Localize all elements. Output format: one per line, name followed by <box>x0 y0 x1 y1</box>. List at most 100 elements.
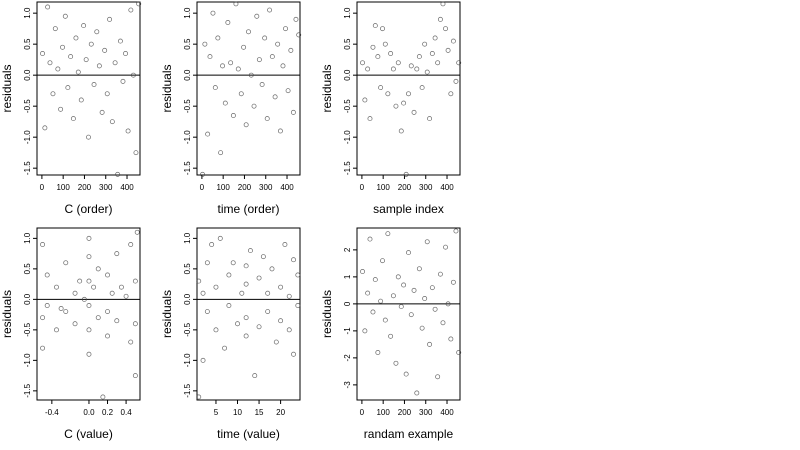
point <box>264 116 270 122</box>
point <box>362 97 368 103</box>
point <box>52 26 58 32</box>
y-tick-label: 0.0 <box>23 69 32 81</box>
y-tick-label: -1.0 <box>183 130 192 144</box>
point <box>295 303 301 308</box>
point <box>212 85 218 91</box>
y-tick-label: 1.0 <box>183 7 192 19</box>
point <box>200 290 206 296</box>
y-tick-label: -0.5 <box>23 99 32 113</box>
y-tick-label: 1.0 <box>23 7 32 19</box>
point <box>265 309 271 315</box>
point <box>102 47 108 53</box>
point <box>267 7 273 13</box>
point <box>222 100 228 106</box>
point <box>375 54 381 60</box>
y-axis-label: residuals <box>0 290 14 338</box>
point <box>437 16 443 22</box>
point <box>432 35 438 41</box>
point <box>105 333 110 339</box>
point <box>448 91 454 97</box>
point <box>217 235 223 241</box>
y-tick-label: -1.5 <box>183 383 192 397</box>
point <box>100 394 106 400</box>
y-tick-label: -2 <box>343 354 352 362</box>
point <box>269 266 275 272</box>
point <box>40 51 45 56</box>
point <box>205 131 211 137</box>
point <box>395 274 401 280</box>
point <box>395 60 401 66</box>
point <box>133 150 139 156</box>
point <box>230 113 236 118</box>
y-tick-label: 1.0 <box>343 7 352 19</box>
point <box>239 290 245 296</box>
y-tick-label: 0.5 <box>23 263 32 275</box>
x-axis-label: time (order) <box>217 202 279 216</box>
point <box>202 41 208 47</box>
point <box>120 78 126 84</box>
point <box>278 284 284 290</box>
point <box>105 272 110 278</box>
point <box>75 69 81 75</box>
point <box>95 266 101 272</box>
y-tick-label: 0.5 <box>23 38 32 50</box>
point <box>132 373 138 379</box>
plot-frame <box>196 1 301 176</box>
point <box>215 35 221 41</box>
point <box>243 263 249 269</box>
point <box>58 306 64 311</box>
point <box>91 82 97 87</box>
point <box>273 339 279 345</box>
point <box>390 293 396 299</box>
point <box>278 318 284 324</box>
x-axis-label: sample index <box>373 202 444 216</box>
panel: 5 10 15 20 1.0 0.5 0.0 -0.5 -1.0 -1.5 time (value)… <box>160 227 301 441</box>
point <box>398 304 404 310</box>
point <box>414 66 420 72</box>
point <box>290 109 296 115</box>
x-tick-label: 0 <box>200 183 205 192</box>
point <box>456 60 462 66</box>
point <box>94 29 100 35</box>
y-tick-label: -3 <box>343 381 352 389</box>
point <box>370 44 376 50</box>
y-axis-label: residuals <box>0 64 14 112</box>
plot-frame <box>356 227 461 401</box>
point <box>213 284 219 290</box>
x-tick-label: 15 <box>255 408 264 417</box>
x-tick-label: 300 <box>259 183 273 192</box>
point <box>256 324 262 330</box>
point <box>445 301 451 307</box>
point <box>401 282 407 288</box>
y-tick-label: 1.0 <box>183 232 192 244</box>
point <box>272 94 278 100</box>
point <box>419 325 425 331</box>
point <box>291 351 296 357</box>
x-tick-label: 5 <box>214 408 219 417</box>
point <box>285 88 291 94</box>
y-tick-label: -1.0 <box>23 353 32 367</box>
point <box>382 41 388 47</box>
point <box>424 239 430 245</box>
point <box>86 303 92 308</box>
point <box>207 54 213 60</box>
y-tick-label: 1.0 <box>23 232 32 244</box>
point <box>40 242 46 247</box>
point <box>429 285 435 291</box>
point <box>414 390 420 396</box>
point <box>440 1 446 7</box>
point <box>70 116 76 122</box>
point <box>375 350 381 355</box>
point <box>448 336 454 342</box>
point <box>259 82 265 87</box>
x-tick-label: 400 <box>120 183 134 192</box>
point <box>360 60 365 66</box>
point <box>136 1 142 7</box>
point <box>450 279 456 285</box>
x-tick-label: 100 <box>56 183 70 192</box>
y-axis-label: residuals <box>160 64 174 112</box>
point <box>222 345 228 351</box>
point <box>372 23 378 29</box>
point <box>440 320 446 326</box>
y-tick-label: 0.5 <box>183 38 192 50</box>
